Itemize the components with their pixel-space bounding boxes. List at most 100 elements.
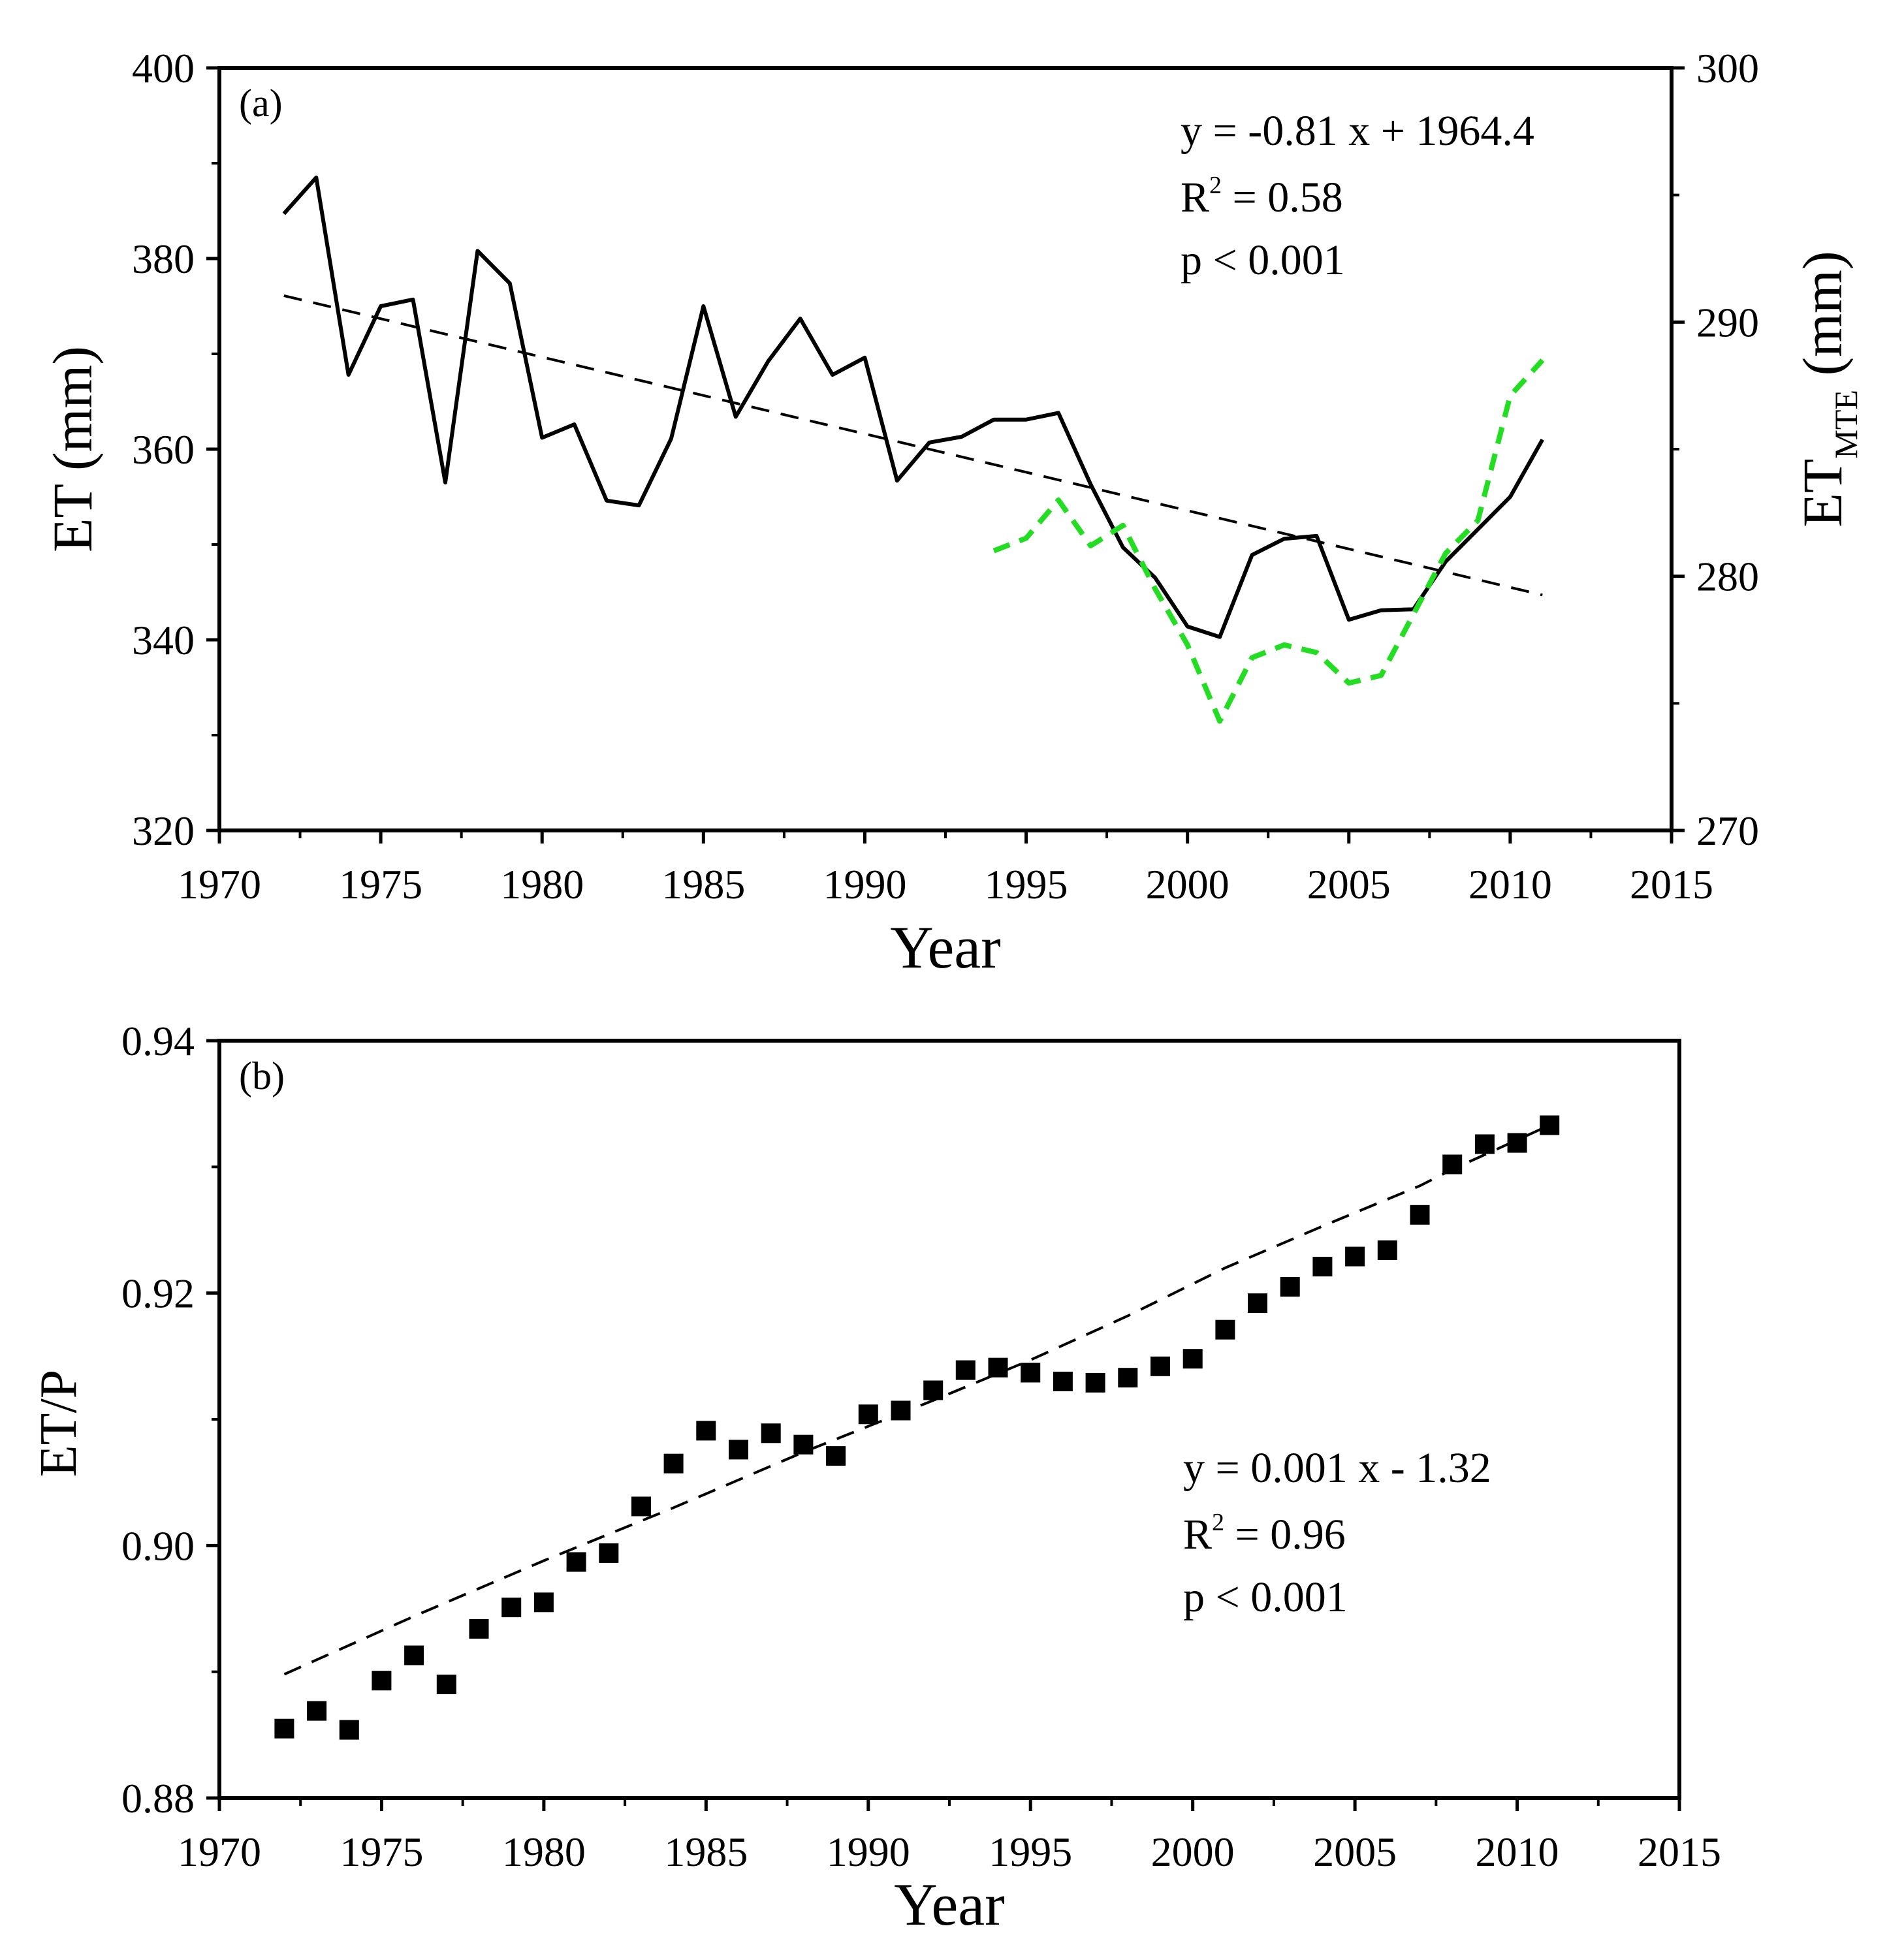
panel-b-data-point-1982 [599,1543,619,1563]
panel-b-data-point-2007 [1410,1205,1430,1225]
panel-b-data-point-1997 [1085,1372,1105,1393]
panel-b-data-point-1981 [566,1552,586,1572]
panel-b-data-point-1977 [436,1675,456,1694]
panel-a-x-tick-label-1975: 1975 [339,861,422,907]
panel-b-data-point-2008 [1442,1154,1463,1175]
panel-a-y-tick-label-340: 340 [132,617,195,663]
panel-b-data-point-2005 [1345,1246,1365,1267]
panel-b-data-point-2011 [1540,1115,1560,1135]
panel-b-data-point-1993 [955,1360,976,1380]
panel-b-x-tick-label-2000: 2000 [1151,1829,1235,1875]
panel-a-right-axis-title-main: ET [1791,459,1854,528]
panel-a-x-tick-label-2005: 2005 [1307,861,1391,907]
panel-a-x-tick-label-1970: 1970 [178,861,261,907]
panel-a-ticks: 1970 1975 1980 1985 1990 1995 2000 2005 2010 2015… [132,45,1759,907]
panel-a-chart: 1970 1975 1980 1985 1990 1995 2000 2005 2010 2015… [41,45,1864,981]
panel-b-data-point-1975 [372,1671,392,1691]
panel-b-data-point-1973 [307,1701,327,1721]
panel-b-marks [274,1115,1560,1740]
panel-a-y-axis-title: ET (mm) [41,346,104,552]
panel-b-x-axis-title: Year [894,1871,1005,1938]
panel-b-x-tick-label-2015: 2015 [1638,1829,1721,1875]
panel-b-data-point-1974 [339,1720,359,1740]
panel-b-x-tick-label-1975: 1975 [340,1829,423,1875]
panel-b-x-tick-label-1990: 1990 [827,1829,910,1875]
panel-a-right-y-tick-label-290: 290 [1696,299,1759,345]
panel-b-y-tick-label-0.92: 0.92 [121,1270,195,1317]
panel-a-y-tick-label-360: 360 [132,426,195,473]
panel-a-p-value: p < 0.001 [1181,236,1345,284]
panel-b-data-point-2009 [1474,1134,1495,1154]
panel-b-p-value: p < 0.001 [1183,1573,1348,1621]
panel-b-data-point-1988 [793,1434,814,1455]
panel-b-data-point-1979 [501,1598,522,1618]
panel-b-data-point-1994 [988,1357,1008,1378]
panel-a-x-tick-label-1990: 1990 [823,861,906,907]
panel-b-data-point-2003 [1280,1277,1300,1297]
panel-b-r2-prefix: R [1183,1511,1212,1558]
panel-b-data-point-1996 [1053,1372,1073,1391]
panel-a-right-axis-title: ETMTE (mm) [1791,251,1864,527]
panel-b-annotation: y = 0.001 x - 1.32 R2 = 0.96 p < 0.001 [1183,1444,1491,1621]
panel-a-r2-value: = 0.58 [1222,174,1343,221]
panel-b-equation: y = 0.001 x - 1.32 [1183,1444,1491,1492]
panel-b-data-point-1991 [891,1400,911,1421]
panel-b-data-point-1987 [761,1423,781,1443]
panel-b-x-tick-label-1995: 1995 [989,1829,1072,1875]
panel-a-x-tick-label-2010: 2010 [1468,861,1552,907]
panel-b-data-point-1999 [1150,1356,1170,1376]
panel-a-et-series-line [282,175,1544,639]
panel-b-y-tick-label-0.88: 0.88 [121,1775,195,1822]
panel-a-r2-prefix: R [1181,174,1209,221]
panel-a-right-axis-title-sub: MTE [1828,390,1864,459]
panel-a-r2-exponent: 2 [1209,172,1222,199]
panel-a-right-axis-title-unit: (mm) [1791,251,1854,390]
panel-b-data-point-1989 [826,1446,846,1466]
panel-a-r-squared: R2 = 0.58 [1181,172,1343,221]
panel-a-x-tick-label-2015: 2015 [1630,861,1713,907]
panel-b-y-tick-label-0.94: 0.94 [121,1018,195,1064]
panel-b-data-point-2002 [1248,1293,1267,1314]
panel-b-data-point-1980 [533,1592,554,1613]
panel-b-data-point-1992 [923,1380,944,1400]
panel-a-x-tick-label-1985: 1985 [661,861,745,907]
panel-a-x-tick-label-1995: 1995 [985,861,1068,907]
panel-b-data-point-2006 [1377,1240,1397,1260]
panel-b-data-point-2004 [1312,1257,1333,1277]
panel-a-trend-line [283,294,1543,597]
panel-b-r-squared: R2 = 0.96 [1183,1509,1346,1558]
panel-a-y-tick-label-380: 380 [132,236,195,282]
panel-b-trend-line [283,1124,1551,1676]
panel-b-x-tick-label-2005: 2005 [1313,1829,1397,1875]
panel-b-label: (b) [239,1054,285,1097]
panel-b-data-point-1990 [858,1404,878,1425]
panel-b-data-point-1995 [1021,1363,1041,1383]
panel-b-data-point-1972 [274,1718,294,1739]
panel-a-right-y-tick-label-280: 280 [1696,554,1759,600]
panel-b-plot-frame [217,1039,1681,1800]
panel-b-data-point-2010 [1507,1133,1527,1153]
panel-b-data-point-1983 [631,1496,651,1517]
panel-a-y-tick-label-320: 320 [132,808,195,854]
panel-b-y-axis-title: ET/P [30,1370,87,1477]
panel-b-data-point-2001 [1215,1319,1235,1340]
panel-b-data-point-1985 [696,1421,716,1441]
panel-b-data-point-1976 [404,1645,424,1665]
panel-a-x-tick-label-2000: 2000 [1146,861,1230,907]
panel-a-marks [282,175,1545,724]
panel-b-data-point-1986 [729,1440,748,1460]
panel-a-plot-frame [217,66,1674,832]
panel-b-x-tick-label-1985: 1985 [664,1829,748,1875]
panel-a-equation: y = -0.81 x + 1964.4 [1181,107,1534,155]
panel-b-data-point-1984 [663,1453,684,1474]
panel-b-r2-value: = 0.96 [1224,1511,1346,1558]
panel-a-right-y-tick-label-300: 300 [1696,45,1759,91]
panel-b-data-point-2000 [1182,1349,1203,1369]
panel-b-chart: 1970 1975 1980 1985 1990 1995 2000 2005 2010 2015… [30,1018,1721,1938]
panel-b-x-tick-label-1980: 1980 [502,1829,586,1875]
panel-a-x-axis-title: Year [890,914,1001,981]
panel-a-annotation: y = -0.81 x + 1964.4 R2 = 0.58 p < 0.001 [1181,107,1534,284]
panel-a-label: (a) [239,82,283,125]
